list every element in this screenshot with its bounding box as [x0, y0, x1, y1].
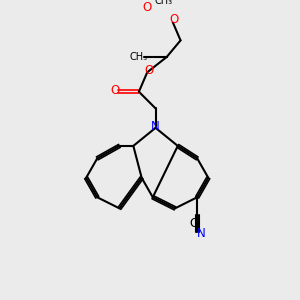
Text: O: O	[169, 13, 178, 26]
Text: O: O	[110, 84, 119, 97]
Text: N: N	[197, 227, 206, 240]
Text: CH₃: CH₃	[129, 52, 147, 62]
Text: O: O	[144, 64, 153, 77]
Text: O: O	[142, 1, 152, 13]
Text: CH₃: CH₃	[155, 0, 173, 7]
Text: N: N	[151, 120, 160, 133]
Text: C: C	[189, 217, 197, 230]
